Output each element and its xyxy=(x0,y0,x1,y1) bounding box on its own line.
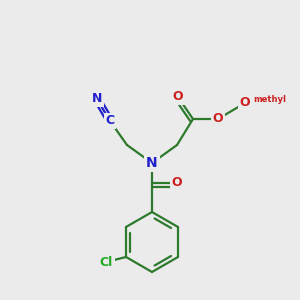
Text: O: O xyxy=(173,91,183,103)
Text: C: C xyxy=(105,115,115,128)
Text: Cl: Cl xyxy=(99,256,112,268)
Text: O: O xyxy=(172,176,182,190)
Text: O: O xyxy=(213,112,223,125)
Text: O: O xyxy=(240,97,250,110)
Text: N: N xyxy=(92,92,102,106)
Text: methyl: methyl xyxy=(253,95,286,104)
Text: N: N xyxy=(146,156,158,170)
